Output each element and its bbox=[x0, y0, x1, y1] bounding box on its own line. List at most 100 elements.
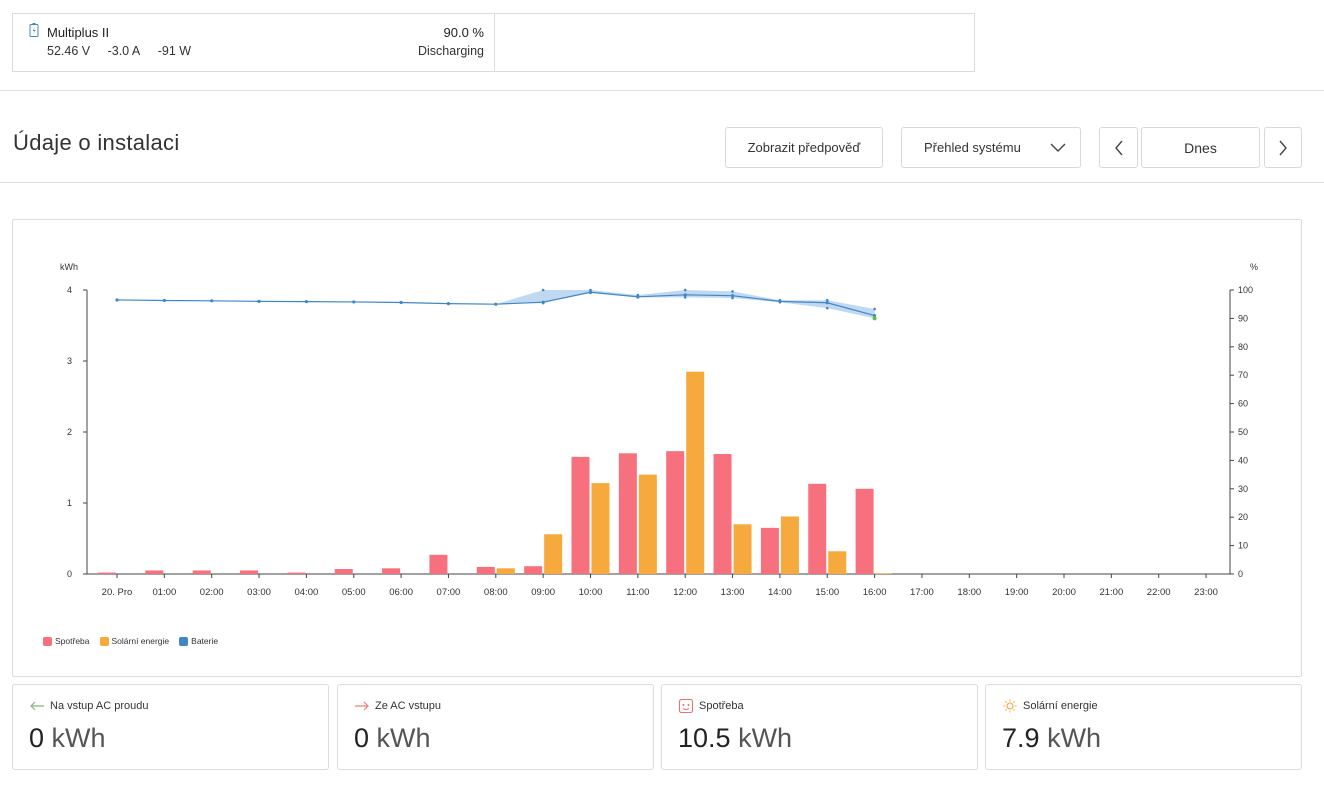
show-forecast-button[interactable]: Zobrazit předpověď bbox=[725, 127, 883, 168]
divider bbox=[0, 182, 1324, 183]
y-tick-label-right: 100 bbox=[1238, 285, 1253, 295]
battery-point bbox=[446, 302, 451, 306]
bar-consumption bbox=[145, 570, 164, 574]
legend-item-battery[interactable]: Baterie bbox=[179, 636, 218, 646]
battery-point bbox=[115, 298, 119, 302]
x-tick-label: 12:00 bbox=[673, 587, 697, 598]
bar-solar bbox=[591, 483, 610, 574]
page-title: Údaje o instalaci bbox=[13, 130, 180, 155]
chevron-down-icon bbox=[1050, 143, 1066, 152]
x-tick-label: 11:00 bbox=[626, 587, 649, 598]
chevron-right-icon bbox=[1279, 140, 1287, 155]
device-power: -91 W bbox=[157, 44, 192, 58]
x-tick-label: 20:00 bbox=[1052, 587, 1076, 598]
y-tick-label-left: 4 bbox=[67, 285, 72, 295]
bar-consumption bbox=[98, 572, 116, 574]
x-tick-label: 07:00 bbox=[437, 587, 461, 598]
battery-min-point bbox=[825, 306, 829, 310]
bar-solar bbox=[544, 534, 563, 574]
stat-number: 7.9 bbox=[1002, 723, 1040, 753]
legend-swatch bbox=[43, 636, 52, 646]
battery-point bbox=[494, 302, 498, 306]
x-tick-label: 01:00 bbox=[152, 587, 176, 598]
stat-number: 0 bbox=[29, 723, 45, 753]
battery-point bbox=[825, 301, 829, 305]
bar-consumption bbox=[192, 570, 211, 574]
legend-swatch bbox=[99, 636, 109, 646]
stat-card-from-ac-input: Ze AC vstupu 0 kWh bbox=[337, 684, 654, 770]
y-tick-label-right: 40 bbox=[1238, 455, 1248, 465]
view-select-value: Přehled systému bbox=[924, 140, 1021, 155]
bar-consumption bbox=[476, 566, 495, 574]
battery-point bbox=[683, 293, 687, 297]
stat-value: 7.9 kWh bbox=[1002, 723, 1101, 754]
y-tick-label-right: 60 bbox=[1238, 399, 1248, 409]
bar-consumption bbox=[429, 554, 448, 574]
legend-swatch bbox=[179, 636, 189, 646]
previous-day-button[interactable] bbox=[1099, 127, 1138, 168]
battery-point bbox=[304, 300, 308, 304]
legend-item-consumption[interactable]: Spotřeba bbox=[43, 636, 90, 646]
legend-item-solar[interactable]: Solární energie bbox=[99, 636, 170, 646]
stat-card-solar: Solární energie 7.9 kWh bbox=[985, 684, 1302, 770]
x-tick-label: 18:00 bbox=[957, 587, 981, 598]
device-soc: 90.0 % bbox=[443, 25, 484, 40]
bar-solar bbox=[733, 524, 752, 574]
stat-label: Solární energie bbox=[1023, 700, 1098, 712]
stat-label: Na vstup AC proudu bbox=[50, 700, 149, 712]
battery-max-point bbox=[636, 293, 640, 297]
battery-min-point bbox=[589, 291, 592, 295]
battery-point bbox=[257, 299, 261, 303]
device-readings: 52.46 V -3.0 A -91 W bbox=[47, 44, 205, 58]
battery-point bbox=[352, 300, 356, 304]
bar-solar bbox=[828, 551, 847, 574]
stat-unit: kWh bbox=[376, 723, 431, 753]
y-tick-label-left: 3 bbox=[67, 356, 72, 366]
bar-consumption bbox=[334, 569, 353, 574]
battery-point bbox=[873, 313, 877, 318]
stat-label: Spotřeba bbox=[699, 700, 744, 712]
battery-min-point bbox=[683, 296, 687, 299]
y-tick-label-right: 10 bbox=[1238, 541, 1248, 551]
bar-solar bbox=[496, 568, 515, 574]
battery-point bbox=[399, 300, 403, 305]
socket-icon bbox=[678, 699, 694, 713]
stat-value: 0 kWh bbox=[29, 723, 106, 754]
view-select[interactable]: Přehled systému bbox=[901, 127, 1081, 168]
battery-max-point bbox=[589, 288, 592, 292]
y-tick-label-right: 20 bbox=[1238, 512, 1248, 522]
y-tick-label-right: 80 bbox=[1238, 342, 1248, 352]
stat-card-consumption: Spotřeba 10.5 kWh bbox=[661, 684, 978, 770]
battery-max-point bbox=[541, 288, 545, 292]
bar-consumption bbox=[382, 568, 401, 574]
y-tick-label-right: 0 bbox=[1238, 569, 1243, 579]
battery-max-point bbox=[873, 307, 876, 311]
bar-consumption bbox=[287, 572, 306, 574]
x-tick-label: 16:00 bbox=[863, 587, 887, 598]
stat-label: Ze AC vstupu bbox=[375, 700, 442, 712]
next-day-button[interactable] bbox=[1264, 127, 1302, 168]
x-tick-label: 20. Pro bbox=[102, 587, 133, 598]
x-tick-label: 03:00 bbox=[247, 587, 271, 598]
legend-label: Solární energie bbox=[111, 636, 170, 646]
y-tick-label-right: 50 bbox=[1238, 427, 1248, 437]
x-tick-label: 22:00 bbox=[1147, 587, 1171, 598]
legend-label: Spotřeba bbox=[55, 636, 90, 646]
energy-chart-card: kWh% 0 1 2 3 4 0 10 20 30 40 50 60 70 80 90 100 20. Pro 01… bbox=[12, 219, 1302, 677]
stat-number: 0 bbox=[354, 723, 370, 753]
date-button[interactable]: Dnes bbox=[1141, 127, 1260, 168]
chart-legend: Spotřeba Solární energie Baterie bbox=[43, 636, 218, 646]
x-tick-label: 23:00 bbox=[1194, 587, 1218, 598]
bar-consumption bbox=[666, 451, 685, 574]
device-card[interactable]: Multiplus II 52.46 V -3.0 A -91 W 90.0 %… bbox=[12, 13, 975, 72]
bar-consumption bbox=[524, 566, 543, 574]
y-axis-right-unit: % bbox=[1250, 262, 1258, 272]
stat-number: 10.5 bbox=[678, 723, 731, 753]
bar-solar bbox=[638, 474, 657, 574]
x-tick-label: 13:00 bbox=[721, 587, 745, 598]
x-tick-label: 10:00 bbox=[579, 587, 603, 598]
bar-consumption bbox=[760, 527, 779, 574]
battery-max-point bbox=[683, 288, 687, 292]
y-tick-label-right: 90 bbox=[1238, 313, 1248, 323]
